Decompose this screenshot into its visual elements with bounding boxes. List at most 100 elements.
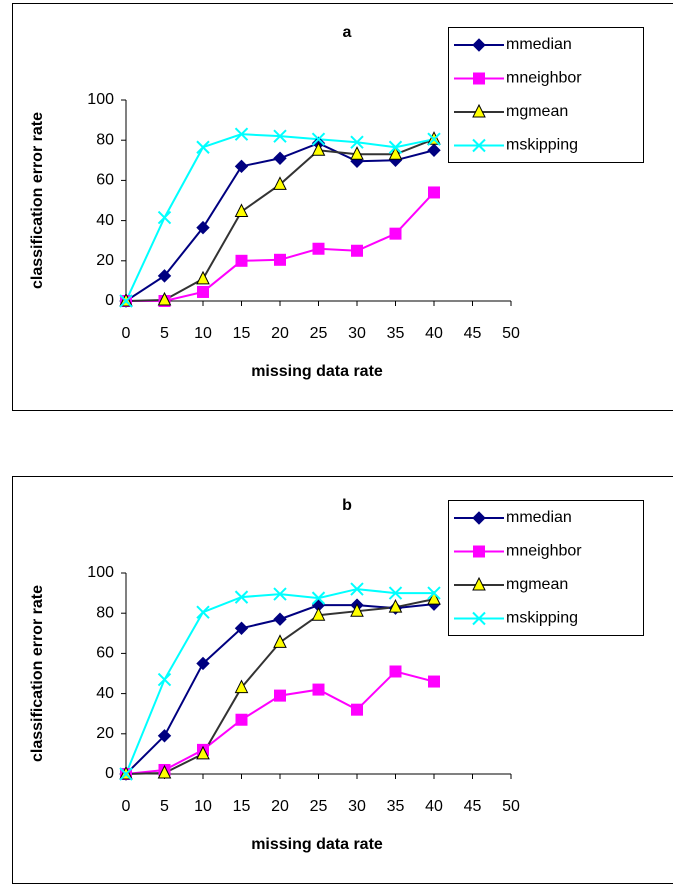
x-tick-label: 50: [502, 325, 520, 342]
marker: [350, 135, 364, 149]
x-tick-label: 25: [310, 798, 328, 815]
y-axis-label: classification error rate: [29, 585, 46, 762]
y-tick-label: 40: [96, 685, 114, 702]
legend-label: mneighbor: [506, 543, 582, 560]
marker: [157, 729, 172, 743]
y-tick-label: 0: [105, 292, 114, 309]
marker: [273, 587, 287, 601]
chart-frame: [12, 476, 673, 884]
marker: [312, 242, 325, 255]
marker: [119, 294, 133, 308]
x-tick-label: 25: [310, 325, 328, 342]
x-tick-label: 15: [233, 325, 251, 342]
marker: [197, 285, 209, 298]
marker: [428, 675, 440, 688]
marker: [234, 590, 249, 604]
marker: [473, 72, 485, 85]
legend-label: mskipping: [506, 137, 578, 154]
x-tick-label: 20: [271, 798, 289, 815]
marker: [427, 143, 441, 157]
marker: [196, 656, 210, 671]
marker: [157, 764, 172, 779]
marker: [196, 270, 210, 285]
y-tick-label: 40: [96, 212, 114, 229]
x-tick-label: 0: [122, 798, 131, 815]
x-tick-label: 5: [160, 325, 169, 342]
legend-label: mmedian: [506, 36, 572, 53]
x-tick-label: 35: [387, 325, 405, 342]
x-tick-label: 5: [160, 798, 169, 815]
marker: [119, 767, 133, 781]
marker: [350, 603, 364, 617]
marker: [350, 146, 364, 160]
marker: [234, 621, 249, 635]
marker: [473, 545, 485, 558]
legend-label: mskipping: [506, 610, 578, 627]
marker: [311, 142, 326, 156]
legend-box: [448, 27, 644, 163]
marker: [311, 132, 326, 146]
y-tick-label: 0: [105, 765, 114, 782]
legend-box: [448, 500, 644, 636]
marker: [350, 582, 364, 596]
marker: [472, 576, 486, 591]
marker: [157, 210, 172, 225]
chart: b missing data rate classification error r…: [12, 476, 673, 884]
y-tick-label: 60: [96, 645, 114, 662]
marker: [273, 129, 287, 143]
y-tick-label: 100: [87, 564, 114, 581]
marker: [273, 612, 287, 626]
chart-title: a: [343, 24, 352, 41]
marker: [472, 138, 486, 153]
marker: [388, 586, 403, 600]
x-tick-label: 35: [387, 798, 405, 815]
marker: [427, 586, 441, 600]
marker: [428, 186, 440, 199]
marker: [274, 689, 286, 702]
legend-label: mgmean: [506, 103, 568, 120]
legend-label: mmedian: [506, 509, 572, 526]
marker: [235, 713, 248, 726]
x-tick-label: 40: [425, 798, 443, 815]
y-tick-label: 60: [96, 172, 114, 189]
y-tick-label: 80: [96, 131, 114, 148]
marker: [157, 269, 172, 283]
marker: [234, 159, 249, 174]
marker: [311, 607, 326, 621]
marker: [234, 203, 249, 218]
chart: a missing data rate classification error r…: [12, 3, 673, 411]
x-axis-label: missing data rate: [251, 363, 383, 380]
x-tick-label: 45: [464, 325, 482, 342]
marker: [389, 665, 402, 678]
y-tick-label: 20: [96, 725, 114, 742]
marker: [234, 679, 249, 694]
marker: [388, 146, 403, 160]
series-line: [125, 142, 435, 302]
x-tick-label: 10: [194, 798, 212, 815]
marker: [427, 132, 441, 146]
marker: [472, 38, 486, 52]
marker: [472, 103, 486, 118]
marker: [273, 634, 287, 648]
series-line: [125, 603, 435, 775]
marker: [273, 176, 287, 190]
marker: [427, 591, 441, 605]
x-tick-label: 20: [271, 325, 289, 342]
marker: [388, 599, 403, 613]
marker: [351, 244, 363, 257]
legend-label: mgmean: [506, 576, 568, 593]
marker: [273, 151, 287, 165]
marker: [389, 227, 402, 240]
y-tick-label: 20: [96, 252, 114, 269]
x-tick-label: 50: [502, 798, 520, 815]
chart-title: b: [342, 497, 352, 514]
marker: [234, 127, 249, 141]
marker: [472, 511, 486, 525]
marker: [196, 745, 210, 760]
marker: [196, 605, 210, 619]
legend-label: mneighbor: [506, 70, 582, 87]
y-tick-label: 100: [87, 91, 114, 108]
x-axis-label: missing data rate: [251, 836, 383, 853]
y-tick-label: 80: [96, 604, 114, 621]
